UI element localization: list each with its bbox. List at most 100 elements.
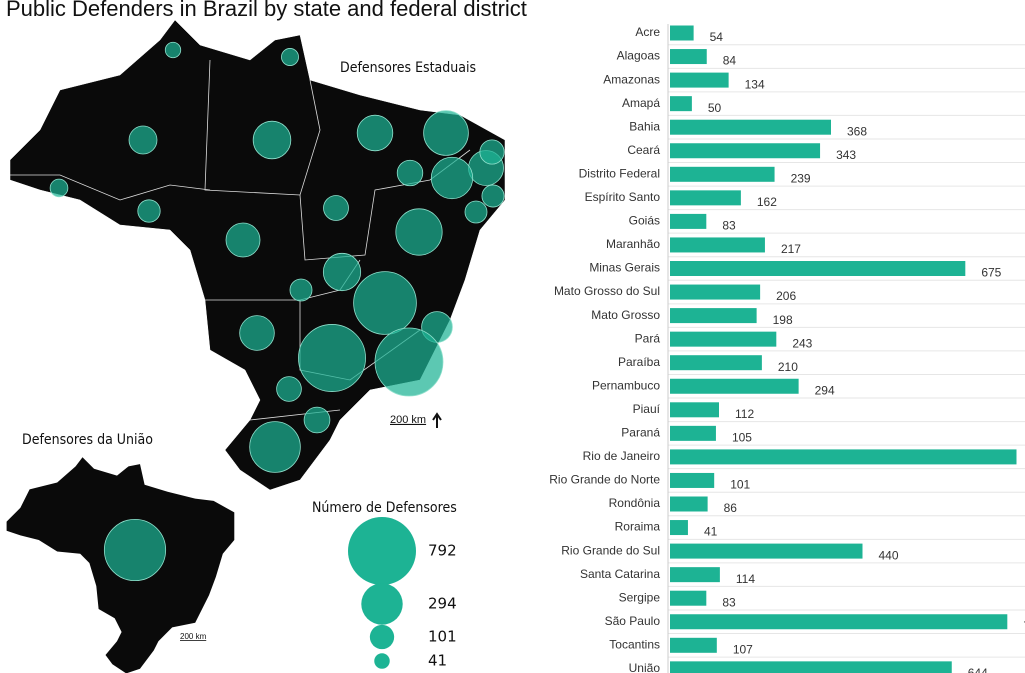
value-label: 86 xyxy=(724,501,738,515)
value-label: 239 xyxy=(791,171,811,185)
bubbles: 792 294 101 41 xyxy=(49,41,505,670)
category-label: São Paulo xyxy=(605,614,661,628)
bar xyxy=(670,449,1017,465)
map-title: Defensores Estaduais xyxy=(340,60,476,76)
state-bubble xyxy=(289,278,313,302)
category-label: Pernambuco xyxy=(592,378,660,392)
category-label: Mato Grosso do Sul xyxy=(554,284,660,298)
legend-label: 792 xyxy=(428,542,457,560)
state-bubble xyxy=(430,156,474,200)
bar xyxy=(670,190,741,206)
value-label: 440 xyxy=(879,548,899,562)
value-label: 84 xyxy=(723,54,737,68)
bar xyxy=(670,72,729,88)
bar xyxy=(670,25,694,41)
category-label: União xyxy=(629,661,661,673)
value-label: 83 xyxy=(722,595,736,609)
category-label: Piauí xyxy=(633,402,661,416)
category-label: Rio Grande do Norte xyxy=(549,473,660,487)
inset-scale-label: 200 km xyxy=(180,632,207,641)
bar xyxy=(670,496,708,512)
category-label: Amazonas xyxy=(603,72,660,86)
value-label: 206 xyxy=(776,289,796,303)
category-label: Paraná xyxy=(621,426,660,440)
value-label: 101 xyxy=(730,478,750,492)
state-bubble xyxy=(396,159,424,187)
state-bubble xyxy=(323,195,349,221)
category-label: Ceará xyxy=(627,143,660,157)
bar xyxy=(670,213,707,229)
legend-label: 41 xyxy=(428,652,447,670)
bar xyxy=(670,308,757,324)
category-label: Mato Grosso xyxy=(591,308,660,322)
category-label: Paraíba xyxy=(618,355,660,369)
bar xyxy=(670,661,952,673)
value-label: 134 xyxy=(745,77,765,91)
bar xyxy=(670,119,831,135)
bar xyxy=(670,331,777,347)
legend-title: Número de Defensores xyxy=(312,500,457,516)
state-bubble xyxy=(249,421,301,473)
category-label: Santa Catarina xyxy=(580,567,660,581)
state-bubble xyxy=(479,139,505,165)
state-bubble xyxy=(281,48,299,66)
value-label: 50 xyxy=(708,101,722,115)
bar xyxy=(670,472,715,488)
state-bubble xyxy=(481,184,505,208)
value-label: 83 xyxy=(722,219,736,233)
value-label: 198 xyxy=(773,313,793,327)
category-label: Minas Gerais xyxy=(589,261,660,275)
value-label: 294 xyxy=(815,383,835,397)
value-label: 368 xyxy=(847,124,867,138)
state-bubble xyxy=(353,271,417,335)
bar xyxy=(670,49,707,65)
value-label: 162 xyxy=(757,195,777,209)
bar xyxy=(670,261,966,276)
value-label: 771 xyxy=(1023,619,1025,633)
bar xyxy=(670,237,765,253)
state-bubble xyxy=(225,222,261,258)
value-label: 114 xyxy=(736,572,755,586)
bar xyxy=(670,143,821,159)
state-bubble xyxy=(298,324,366,392)
bar xyxy=(670,637,717,653)
bar xyxy=(670,378,799,394)
legend-bubble xyxy=(374,653,390,669)
category-label: Rio de Janeiro xyxy=(583,449,661,463)
category-label: Distrito Federal xyxy=(579,166,660,180)
legend-label: 294 xyxy=(428,595,457,613)
state-bubble xyxy=(252,120,292,160)
category-label: Amapá xyxy=(622,96,660,110)
legend-bubble xyxy=(369,624,395,650)
state-bubble xyxy=(128,125,158,155)
value-label: 54 xyxy=(710,30,724,44)
category-label: Pará xyxy=(635,331,661,345)
state-bubble xyxy=(322,252,362,292)
state-bubble xyxy=(276,376,302,402)
state-bubble xyxy=(164,41,182,59)
bar xyxy=(670,284,761,300)
state-bubble xyxy=(239,315,275,351)
bar xyxy=(670,355,762,371)
state-bubble xyxy=(356,114,394,152)
state-bubble xyxy=(374,327,444,397)
category-label: Goiás xyxy=(629,214,660,228)
bar xyxy=(670,614,1008,630)
value-label: 217 xyxy=(781,242,801,256)
value-label: 243 xyxy=(792,336,812,350)
value-label: 675 xyxy=(981,266,1001,280)
north-arrow xyxy=(432,412,442,428)
page-title: Public Defenders in Brazil by state and … xyxy=(6,0,527,21)
bar xyxy=(670,543,863,559)
value-label: 112 xyxy=(735,407,754,421)
bar xyxy=(670,166,775,182)
state-bubble xyxy=(464,200,488,224)
state-bubble xyxy=(395,208,443,256)
category-label: Tocantins xyxy=(609,637,660,651)
scale-label: 200 km xyxy=(390,414,426,426)
category-label: Maranhão xyxy=(606,237,660,251)
value-label: 644 xyxy=(968,666,988,673)
bar xyxy=(670,425,716,441)
category-label: Alagoas xyxy=(617,49,660,63)
state-bubble xyxy=(103,518,167,582)
